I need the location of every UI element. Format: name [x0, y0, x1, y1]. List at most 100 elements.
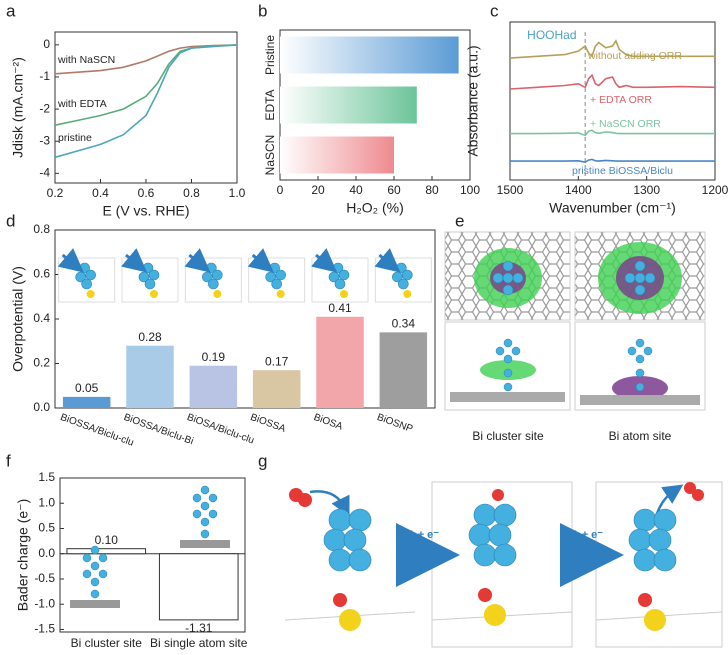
- y-tick-label: -0.5: [34, 571, 55, 585]
- y-tick-label: 0.8: [33, 222, 50, 236]
- panel-label: a: [6, 1, 16, 20]
- atom: [624, 272, 636, 284]
- bar: [189, 365, 238, 408]
- value-label: -1.31: [185, 621, 213, 635]
- series-label: pristine: [58, 132, 92, 144]
- atom: [503, 354, 513, 364]
- y-tick-label: 0.4: [33, 311, 50, 325]
- x-axis-label: Wavenumber (cm⁻¹): [549, 200, 676, 216]
- y-tick-label: -1.5: [34, 622, 55, 636]
- atom: [484, 604, 506, 626]
- atom: [635, 382, 645, 392]
- atom: [82, 553, 92, 563]
- inset-structure: [121, 248, 179, 303]
- inset-arrow: [57, 248, 84, 273]
- y-tick-label: 0.2: [33, 356, 50, 370]
- atom: [271, 278, 282, 290]
- atom: [644, 272, 656, 284]
- atom: [200, 529, 210, 539]
- value-label: 0.17: [265, 354, 289, 368]
- site-label: Bi cluster site: [472, 429, 544, 443]
- atom: [503, 368, 513, 378]
- step-label: H⁺ + e⁻: [401, 529, 439, 541]
- y-tick-label: -2: [39, 101, 50, 115]
- x-tick-label: 1500: [497, 183, 524, 197]
- site-label: Bi atom site: [609, 429, 672, 443]
- x-axis-label: E (V vs. RHE): [102, 203, 189, 219]
- x-tick-label: 1400: [565, 183, 592, 197]
- atom: [643, 346, 653, 356]
- inset-structure: [184, 248, 242, 303]
- y-tick-label: 1.5: [38, 470, 55, 484]
- atom: [398, 278, 409, 290]
- atom: [473, 543, 497, 567]
- atom: [502, 272, 514, 284]
- panel-label: d: [6, 211, 15, 230]
- step-label: H⁺ + e⁻: [565, 529, 603, 541]
- y-axis-label: Overpotential (V): [10, 266, 26, 372]
- bar: [316, 316, 364, 408]
- series-line: [54, 44, 238, 75]
- y-category-label: Pristine: [263, 35, 277, 75]
- x-tick-label: 0.6: [138, 186, 155, 200]
- atom: [512, 272, 524, 284]
- plot-frame: [509, 21, 716, 181]
- value-label: 0.34: [392, 317, 416, 331]
- bar: [66, 548, 147, 555]
- x-tick-label: 80: [425, 183, 439, 197]
- inset-arrow: [184, 248, 211, 273]
- y-axis-label: Absorbance (a.u.): [465, 45, 481, 156]
- x-category-label: BiOSSA: [249, 412, 288, 435]
- atom: [276, 290, 285, 298]
- bar: [280, 136, 394, 174]
- atom: [323, 528, 347, 552]
- atom: [402, 269, 413, 281]
- atom: [684, 482, 696, 494]
- atom: [628, 528, 652, 552]
- atom: [150, 290, 158, 298]
- atom: [200, 501, 210, 511]
- value-label: 0.05: [75, 381, 99, 395]
- atom: [468, 523, 492, 547]
- atom: [502, 260, 514, 272]
- atom: [90, 561, 100, 571]
- atom: [403, 290, 412, 298]
- atom: [275, 269, 286, 281]
- y-category-label: NaSCN: [263, 135, 277, 176]
- atom: [208, 278, 219, 290]
- atom: [488, 523, 512, 547]
- atom: [90, 589, 100, 599]
- y-tick-label: 0.6: [33, 267, 50, 281]
- inset-arrow: [247, 248, 274, 273]
- x-tick-label: 100: [460, 183, 480, 197]
- atom: [627, 346, 637, 356]
- atom: [633, 548, 657, 572]
- x-tick-label: 1300: [633, 183, 660, 197]
- atom: [200, 485, 210, 495]
- x-tick-label: 0.4: [92, 186, 109, 200]
- x-category-label: BiOSA/Biclu-clu: [185, 412, 255, 446]
- series-label: with NaSCN: [57, 54, 115, 66]
- panel-e-images: [444, 231, 706, 411]
- y-tick-label: 0: [43, 37, 50, 51]
- series-label: pristine BiOSSA/Biclu: [572, 165, 673, 177]
- inset-structure: [374, 248, 432, 303]
- series-line: [509, 73, 716, 90]
- atom: [473, 503, 497, 527]
- atom: [90, 545, 100, 555]
- value-label: 0.41: [328, 301, 352, 315]
- atom: [81, 278, 92, 290]
- atom: [208, 509, 218, 519]
- bar: [280, 86, 417, 124]
- x-axis-label: H₂O₂ (%): [346, 200, 404, 216]
- atom: [86, 290, 95, 298]
- series-label: + NaSCN ORR: [590, 118, 661, 130]
- atom: [478, 588, 492, 602]
- atom: [495, 346, 505, 356]
- atom: [653, 548, 677, 572]
- value-label: 0.28: [138, 330, 162, 344]
- inset-arrow: [374, 248, 401, 273]
- x-tick-label: 60: [387, 183, 401, 197]
- series-line: [54, 44, 238, 159]
